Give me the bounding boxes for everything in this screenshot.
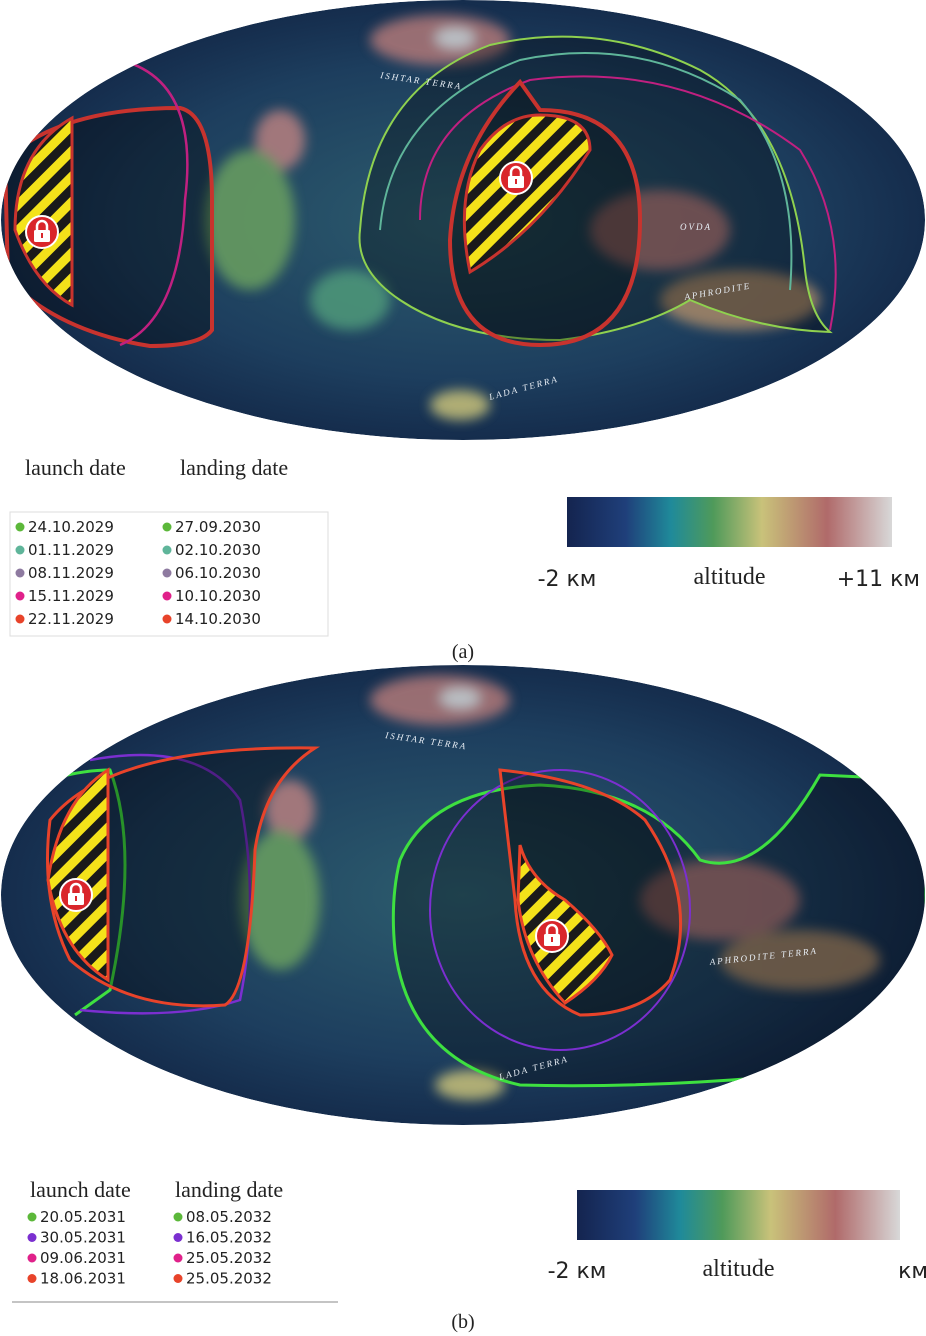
legend-dot bbox=[163, 523, 172, 532]
page: { "panels": [ { "map_labels": ["ISHTAR T… bbox=[0, 0, 926, 1336]
legend-landing: 16.05.2032 bbox=[186, 1229, 272, 1247]
legend-landing: 02.10.2030 bbox=[175, 541, 261, 559]
legend-dot bbox=[16, 546, 25, 555]
legend-landing: 10.10.2030 bbox=[175, 587, 261, 605]
legend-dot bbox=[174, 1233, 183, 1242]
caption: (b) bbox=[451, 1311, 474, 1333]
legend-landing: 25.05.2032 bbox=[186, 1270, 272, 1288]
colorbar-max: +11 км bbox=[837, 567, 920, 592]
legend-dot bbox=[163, 592, 172, 601]
colorbar bbox=[577, 1190, 900, 1240]
caption: (a) bbox=[452, 641, 474, 663]
legend-header: landing date bbox=[175, 1177, 283, 1202]
colorbar-title: altitude bbox=[694, 564, 766, 590]
legend-dot bbox=[16, 615, 25, 624]
legend-launch: 15.11.2029 bbox=[28, 587, 114, 605]
legend-launch: 24.10.2029 bbox=[28, 518, 114, 536]
colorbar-min: -2 км bbox=[548, 1259, 607, 1284]
legend-dot bbox=[174, 1254, 183, 1263]
legend-dot bbox=[28, 1213, 37, 1222]
legend-dot bbox=[16, 523, 25, 532]
legend-launch: 09.06.2031 bbox=[40, 1249, 126, 1267]
legend-launch: 01.11.2029 bbox=[28, 541, 114, 559]
legend-dot bbox=[16, 569, 25, 578]
legend-header: launch date bbox=[30, 1177, 131, 1202]
legend-dot bbox=[163, 615, 172, 624]
map-a: ISHTAR TERRA OVDA APHRODITE LADA TERRA bbox=[1, 0, 925, 440]
colorbar bbox=[567, 497, 892, 547]
legend-dot bbox=[28, 1254, 37, 1263]
legend-launch: 22.11.2029 bbox=[28, 610, 114, 628]
legend-dot bbox=[28, 1274, 37, 1283]
colorbar-title: altitude bbox=[703, 1256, 775, 1282]
legend-landing: 06.10.2030 bbox=[175, 564, 261, 582]
legend-dot bbox=[16, 592, 25, 601]
colorbar-max: км bbox=[898, 1259, 926, 1284]
legend-launch: 20.05.2031 bbox=[40, 1208, 126, 1226]
legend-dot bbox=[28, 1233, 37, 1242]
legend-header: landing date bbox=[180, 455, 288, 480]
map-label: OVDA bbox=[680, 222, 712, 232]
colorbar-min: -2 км bbox=[538, 567, 597, 592]
map-b: ISHTAR TERRA APHRODITE TERRA LADA TERRA bbox=[0, 665, 926, 1125]
legend-dot bbox=[163, 546, 172, 555]
legend-launch: 08.11.2029 bbox=[28, 564, 114, 582]
legend-landing: 14.10.2030 bbox=[175, 610, 261, 628]
legend-landing: 27.09.2030 bbox=[175, 518, 261, 536]
legend-landing: 08.05.2032 bbox=[186, 1208, 272, 1226]
legend-dot bbox=[163, 569, 172, 578]
legend-launch: 18.06.2031 bbox=[40, 1270, 126, 1288]
legend-dot bbox=[174, 1213, 183, 1222]
legend-launch: 30.05.2031 bbox=[40, 1229, 126, 1247]
figure: ISHTAR TERRA OVDA APHRODITE LADA TERRA I… bbox=[0, 0, 926, 1336]
legend-dot bbox=[174, 1274, 183, 1283]
legend-landing: 25.05.2032 bbox=[186, 1249, 272, 1267]
legend-header: launch date bbox=[25, 455, 126, 480]
